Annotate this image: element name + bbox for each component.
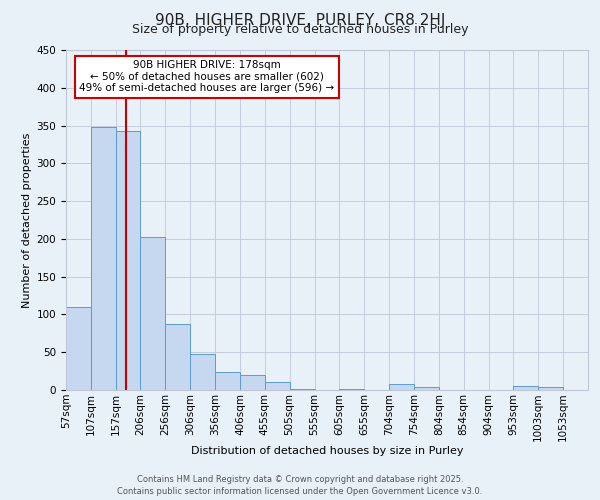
Bar [513, 386, 538, 390]
Bar [265, 382, 290, 390]
Bar [66, 307, 91, 390]
X-axis label: Distribution of detached houses by size in Purley: Distribution of detached houses by size … [191, 446, 463, 456]
Bar [240, 375, 265, 390]
Bar [290, 389, 314, 390]
Bar [389, 384, 414, 390]
Bar [91, 127, 116, 390]
Bar [116, 131, 140, 390]
Bar [190, 354, 215, 390]
Text: 90B HIGHER DRIVE: 178sqm
← 50% of detached houses are smaller (602)
49% of semi-: 90B HIGHER DRIVE: 178sqm ← 50% of detach… [79, 60, 335, 94]
Bar [166, 324, 190, 390]
Text: Size of property relative to detached houses in Purley: Size of property relative to detached ho… [132, 22, 468, 36]
Y-axis label: Number of detached properties: Number of detached properties [22, 132, 32, 308]
Text: 90B, HIGHER DRIVE, PURLEY, CR8 2HJ: 90B, HIGHER DRIVE, PURLEY, CR8 2HJ [155, 12, 445, 28]
Bar [140, 236, 166, 390]
Bar [414, 387, 439, 390]
Bar [215, 372, 240, 390]
Bar [340, 389, 364, 390]
Bar [538, 387, 563, 390]
Text: Contains HM Land Registry data © Crown copyright and database right 2025.
Contai: Contains HM Land Registry data © Crown c… [118, 474, 482, 496]
